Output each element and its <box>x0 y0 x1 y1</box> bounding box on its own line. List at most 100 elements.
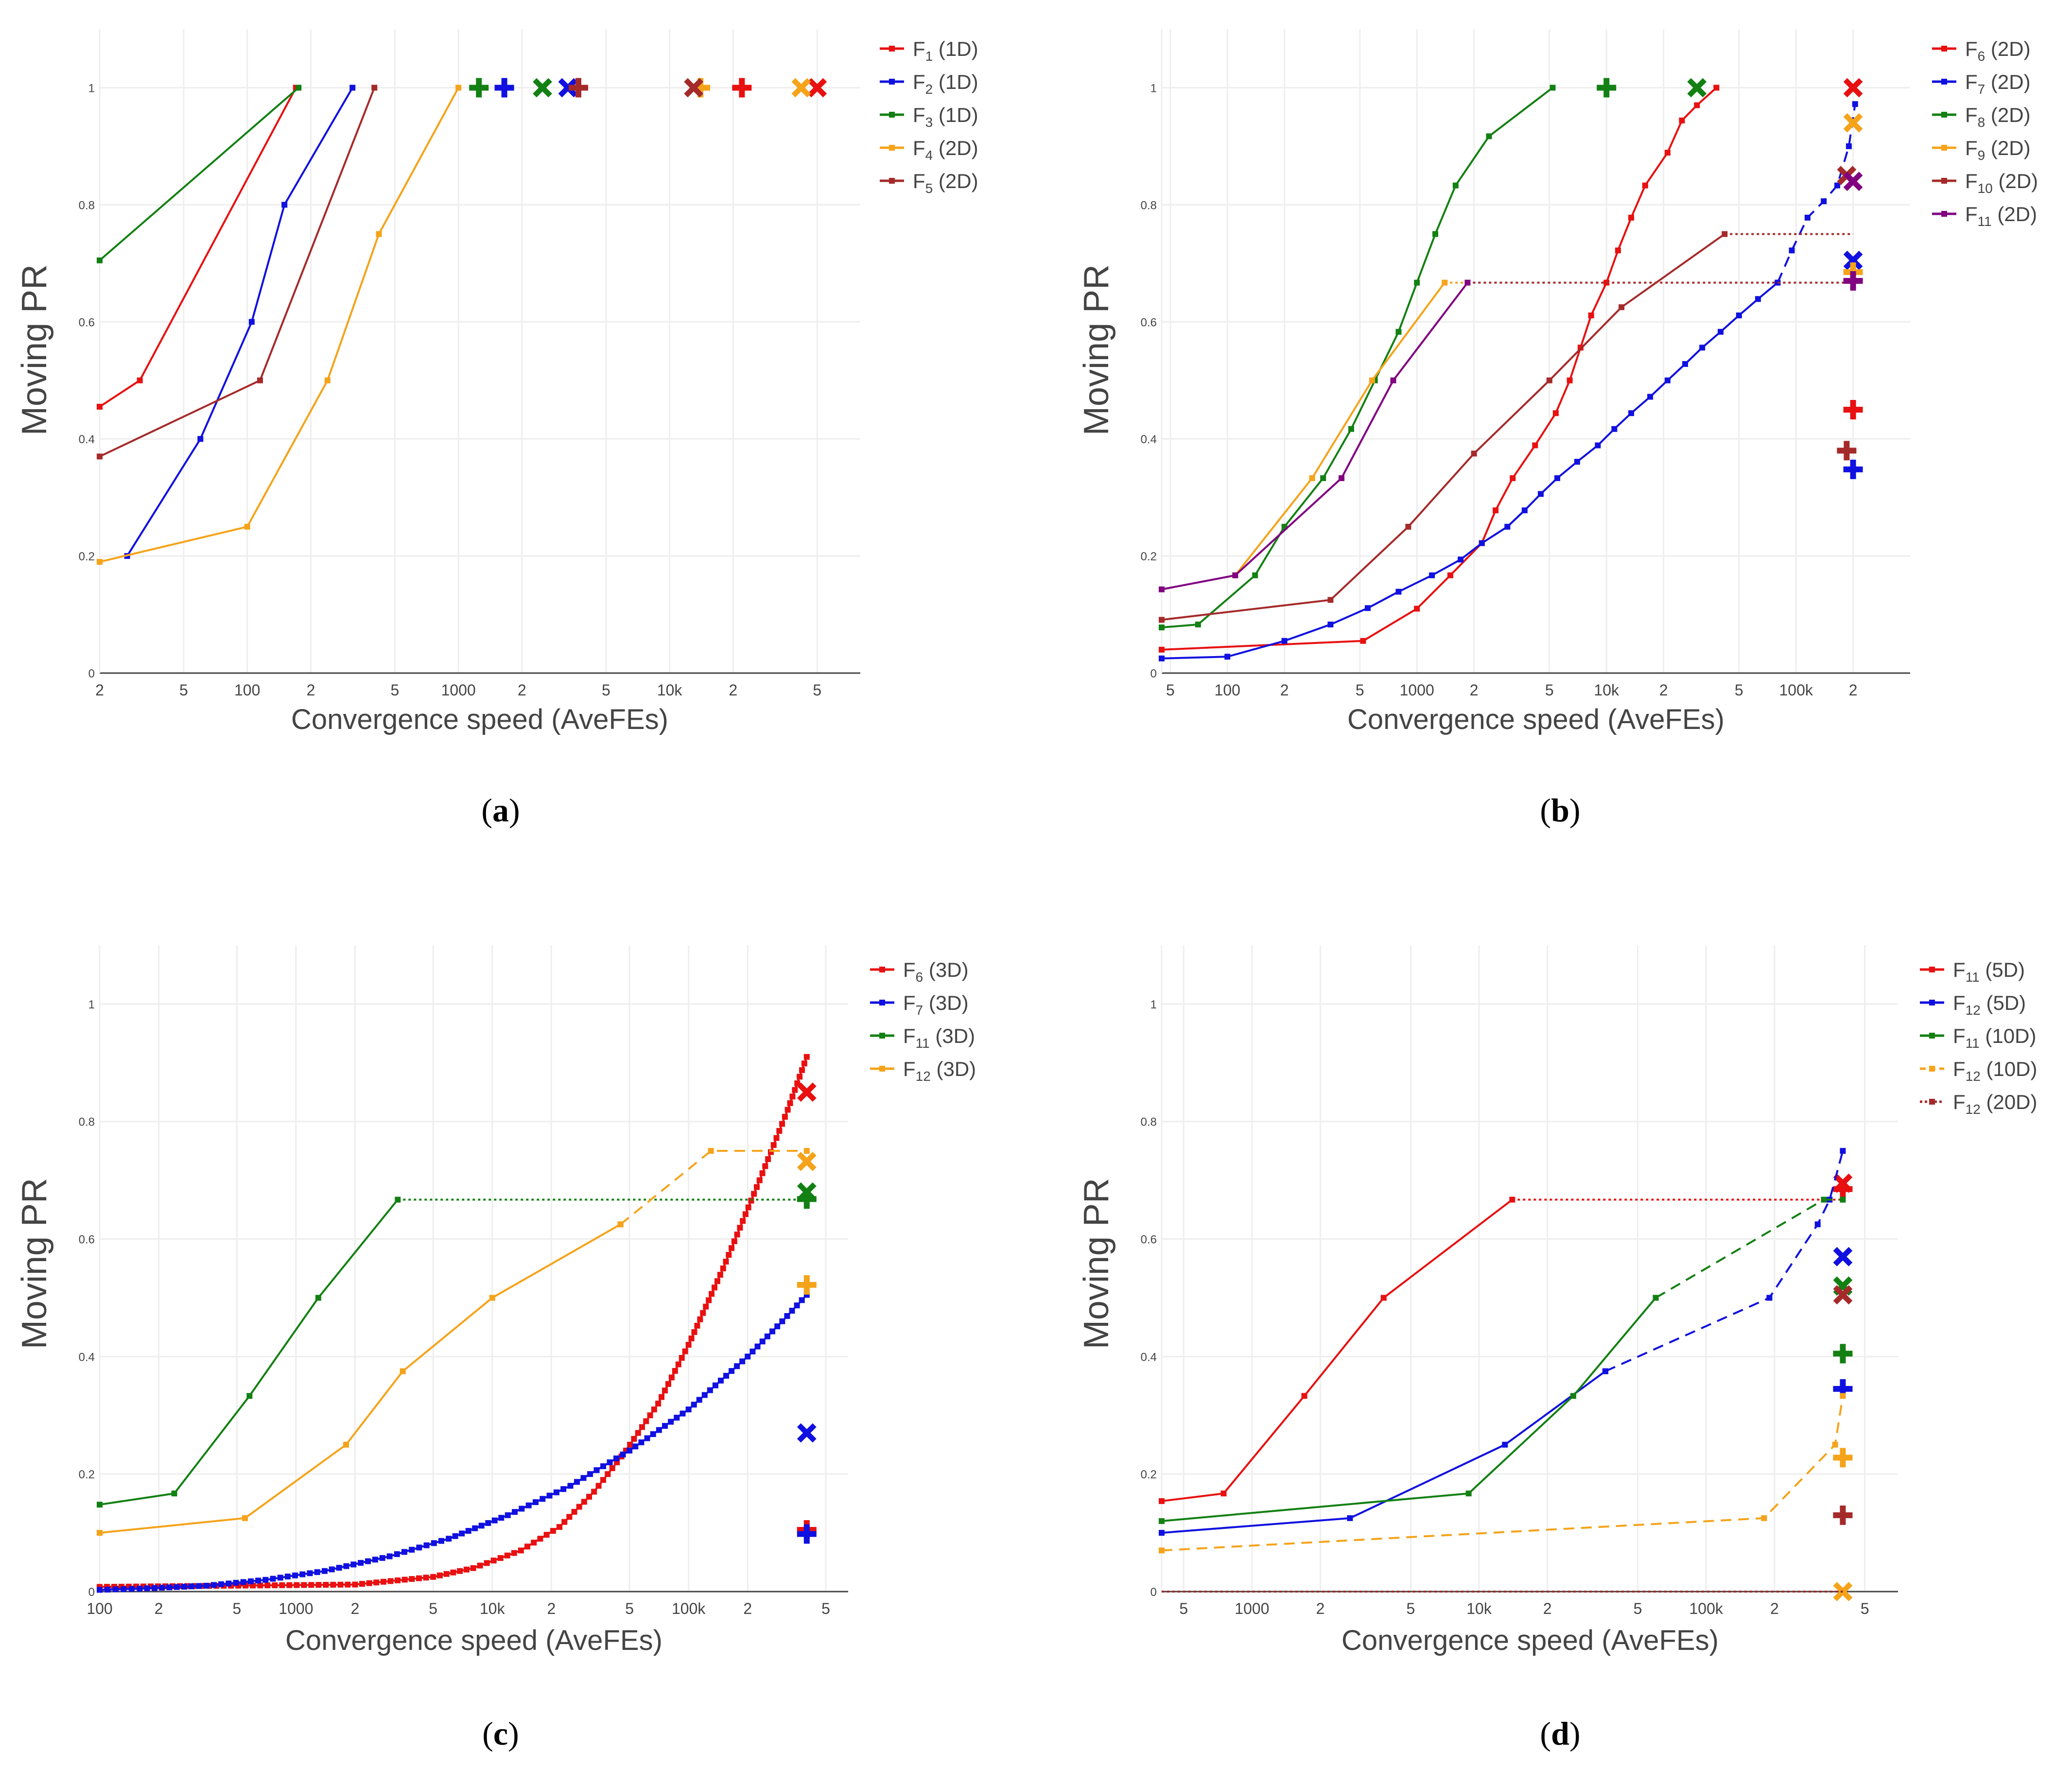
data-point <box>751 1191 757 1197</box>
y-tick-label: 0.4 <box>79 433 95 446</box>
data-point <box>682 1348 688 1354</box>
legend-item[interactable]: F6 (2D) <box>1932 37 2031 64</box>
legend-label: F11 (2D) <box>1965 203 2037 229</box>
legend-label: F9 (2D) <box>1965 137 2031 163</box>
legend-item[interactable]: F11 (5D) <box>1920 958 2025 985</box>
data-point <box>144 1585 150 1592</box>
data-point <box>1479 540 1485 546</box>
data-point <box>373 1579 380 1586</box>
data-point <box>498 1515 505 1521</box>
y-axis-title: Moving PR <box>1077 1178 1116 1349</box>
data-point <box>1347 1515 1353 1521</box>
x-tick-label: 10k <box>657 681 683 699</box>
data-point <box>1682 361 1689 367</box>
data-point <box>1509 1196 1515 1203</box>
plus-marker <box>1843 459 1863 479</box>
data-point <box>1653 1295 1659 1301</box>
data-point <box>1595 442 1601 449</box>
data-point <box>1159 1518 1165 1524</box>
legend-item[interactable]: F7 (3D) <box>870 991 969 1018</box>
y-axis-title: Moving PR <box>1077 264 1116 435</box>
legend-item[interactable]: F3 (1D) <box>880 104 978 130</box>
legend-item[interactable]: F9 (2D) <box>1932 137 2031 163</box>
x-tick-label: 100 <box>1215 681 1240 699</box>
data-point <box>734 1363 740 1369</box>
legend-item[interactable]: F12 (3D) <box>870 1057 976 1084</box>
data-point <box>1628 214 1635 221</box>
x-marker <box>558 78 578 98</box>
series-F9-2D <box>1232 113 1863 578</box>
data-point <box>270 1576 276 1582</box>
plus-marker <box>797 1524 817 1544</box>
legend-item[interactable]: F12 (5D) <box>1920 991 2026 1018</box>
legend-item[interactable]: F12 (10D) <box>1920 1057 2037 1084</box>
data-point <box>1766 1295 1773 1301</box>
data-point <box>247 1578 254 1584</box>
data-point <box>97 257 103 263</box>
data-point <box>567 1483 574 1489</box>
data-point <box>1195 622 1201 628</box>
x-marker <box>807 78 827 98</box>
data-point <box>550 1528 556 1534</box>
data-point <box>1804 214 1811 221</box>
data-point <box>1510 475 1516 481</box>
legend-item[interactable]: F11 (10D) <box>1920 1024 2036 1051</box>
legend-item[interactable]: F1 (1D) <box>880 37 978 64</box>
data-point <box>1840 1393 1846 1399</box>
plus-marker <box>1597 78 1617 98</box>
plus-marker <box>1843 271 1863 291</box>
data-point <box>675 1361 681 1368</box>
legend-item[interactable]: F8 (2D) <box>1932 104 2031 130</box>
data-point <box>1713 85 1720 91</box>
legend-item[interactable]: F12 (20D) <box>1920 1091 2037 1117</box>
y-tick-label: 0.8 <box>1141 1116 1157 1129</box>
x-tick-label: 2 <box>1543 1600 1552 1617</box>
data-point <box>218 1581 225 1587</box>
data-point <box>1642 182 1648 189</box>
data-point <box>281 202 288 208</box>
data-point <box>286 1582 293 1588</box>
data-point <box>1718 329 1724 335</box>
legend-item[interactable]: F10 (2D) <box>1932 170 2038 196</box>
legend-item[interactable]: F2 (1D) <box>880 70 978 97</box>
data-point <box>438 1538 444 1544</box>
data-point <box>1339 475 1345 481</box>
data-point <box>576 1504 582 1510</box>
data-point <box>1458 556 1464 563</box>
legend-item[interactable]: F4 (2D) <box>880 137 978 163</box>
data-point <box>1252 572 1258 578</box>
x-tick-label: 100k <box>1779 681 1813 699</box>
x-tick-label: 5 <box>602 681 610 699</box>
legend-item[interactable]: F6 (3D) <box>870 958 969 985</box>
data-point <box>779 1121 785 1127</box>
data-point <box>745 1204 751 1211</box>
data-point <box>1224 654 1231 660</box>
data-point <box>505 1512 511 1518</box>
legend-label: F1 (1D) <box>913 37 978 64</box>
data-point <box>380 1578 386 1585</box>
series-line <box>1161 282 1469 590</box>
data-point <box>343 1563 349 1569</box>
data-point <box>112 1586 119 1593</box>
data-point <box>431 1540 437 1546</box>
legend-item[interactable]: F11 (3D) <box>870 1024 975 1051</box>
data-point <box>742 1211 749 1217</box>
legend-item[interactable]: F11 (2D) <box>1932 203 2037 229</box>
series-F6-2D <box>1159 78 1863 653</box>
panel-caption: (a) <box>481 792 520 829</box>
gridlines <box>99 945 848 1593</box>
data-point <box>1364 605 1371 611</box>
gridlines <box>1162 29 1910 674</box>
data-point <box>779 1318 785 1324</box>
legend-item[interactable]: F5 (2D) <box>880 170 978 196</box>
data-point <box>97 1587 103 1593</box>
data-point <box>395 1196 401 1203</box>
x-tick-label: 5 <box>429 1600 437 1617</box>
legend-item[interactable]: F7 (2D) <box>1932 70 2031 97</box>
data-point <box>799 1297 805 1303</box>
data-point <box>685 1342 692 1348</box>
data-point <box>350 1561 357 1568</box>
data-point <box>345 1581 351 1588</box>
data-point <box>1840 1196 1846 1203</box>
data-point <box>769 1328 776 1335</box>
